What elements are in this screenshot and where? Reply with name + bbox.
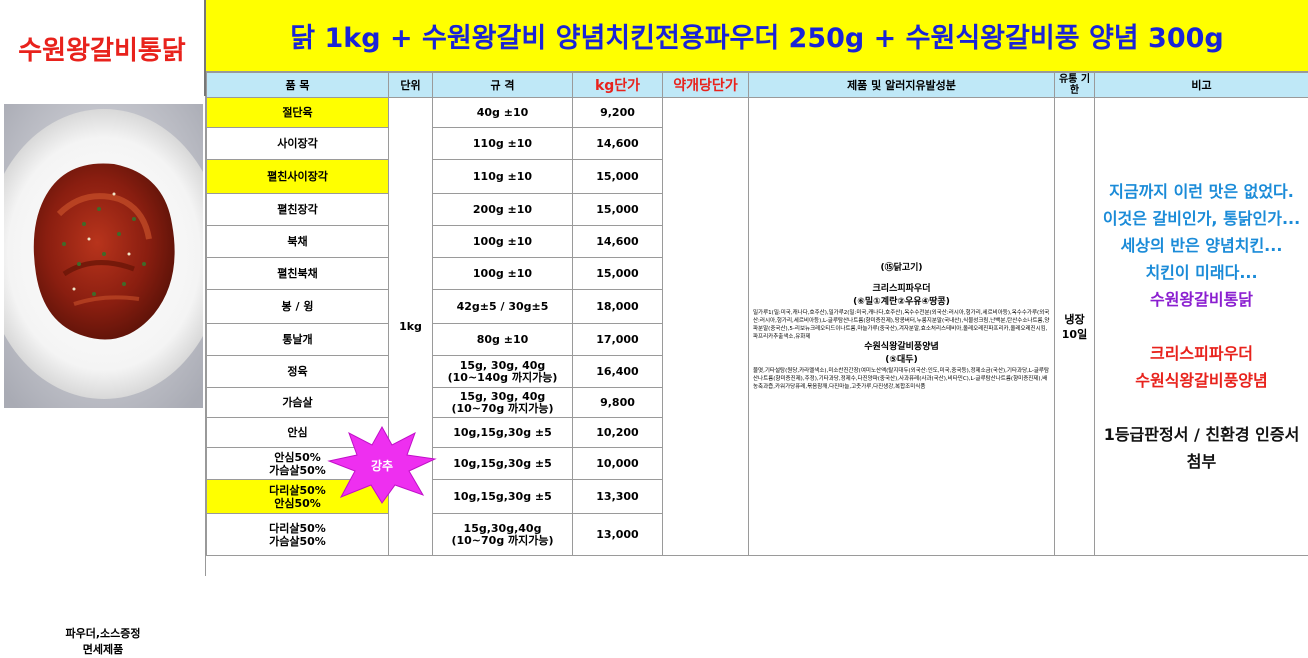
header-item: 품 목 <box>207 73 389 98</box>
kg-price-cell: 14,600 <box>573 128 663 160</box>
item-name-cell: 봉 / 윙 <box>207 290 389 324</box>
item-name-cell: 펼친사이장각 <box>207 160 389 194</box>
powder-name: 크리스피파우더 <box>753 283 1050 296</box>
spec-cell: 110g ±10 <box>433 160 573 194</box>
chicken-photo <box>4 104 203 408</box>
kg-price-cell: 15,000 <box>573 258 663 290</box>
kg-price-cell: 9,200 <box>573 98 663 128</box>
kg-price-cell: 15,000 <box>573 194 663 226</box>
header-unit: 단위 <box>389 73 433 98</box>
contract-price-cell <box>663 98 749 556</box>
photo-panel: 파우더,소스증정 면세제품 <box>0 96 206 576</box>
header-spec: 규 격 <box>433 73 573 98</box>
item-name-cell: 사이장각 <box>207 128 389 160</box>
spec-cell: 15g,30g,40g(10~70g 까지가능) <box>433 514 573 556</box>
header-kg-price: kg단가 <box>573 73 663 98</box>
remarks-cell: 지금까지 이런 맛은 없었다.이것은 갈비인가, 통닭인가...세상의 반은 양… <box>1095 98 1308 556</box>
spec-cell: 15g, 30g, 40g(10~70g 까지가능) <box>433 388 573 418</box>
tax-note: 파우더,소스증정 면세제품 <box>0 626 206 658</box>
remark-line4: 치킨이 미래다... <box>1099 259 1304 286</box>
remark-line1: 지금까지 이런 맛은 없었다. <box>1099 178 1304 205</box>
sauce-allergens: (⑤대두) <box>753 354 1050 367</box>
spec-cell: 110g ±10 <box>433 128 573 160</box>
kg-price-cell: 16,400 <box>573 356 663 388</box>
item-name-cell: 펼친장각 <box>207 194 389 226</box>
spec-cell: 10g,15g,30g ±5 <box>433 480 573 514</box>
header-remarks: 비고 <box>1095 73 1308 98</box>
remark-line8: 1등급판정서 / 친환경 인증서 첨부 <box>1099 421 1304 475</box>
product-banner: 닭 1kg + 수원왕갈비 양념치킨전용파우더 250g + 수원식왕갈비풍 양… <box>206 0 1308 72</box>
item-name-cell: 정육 <box>207 356 389 388</box>
kg-price-cell: 10,000 <box>573 448 663 480</box>
spec-cell: 100g ±10 <box>433 226 573 258</box>
kg-price-cell: 18,000 <box>573 290 663 324</box>
item-name-cell: 절단육 <box>207 98 389 128</box>
kg-price-cell: 13,300 <box>573 480 663 514</box>
spec-cell: 100g ±10 <box>433 258 573 290</box>
spec-cell: 15g, 30g, 40g(10~140g 까지가능) <box>433 356 573 388</box>
remark-line3: 세상의 반은 양념치킨... <box>1099 232 1304 259</box>
sauce-detail: 물엿,기타설탕(원당,카라멜색소),미소찬진간장(여미노산액(탈지대두(외국산:… <box>753 367 1050 391</box>
header-shelf-life: 유통 기한 <box>1055 73 1095 98</box>
item-name-cell: 펼친북채 <box>207 258 389 290</box>
kg-price-cell: 14,600 <box>573 226 663 258</box>
powder-detail: 밀가루1(밀:미국,캐나다,호주산),밀가루2(밀:미국,캐나다,호주산),옥수… <box>753 309 1050 341</box>
ingredients-cell: (⑮닭고기) 크리스피파우더(⑥밀①계란②우유④땅콩)밀가루1(밀:미국,캐나다,… <box>749 98 1055 556</box>
shelf-life-cell: 냉장 10일 <box>1055 98 1095 556</box>
kg-price-cell: 17,000 <box>573 324 663 356</box>
remark-line7: 수원식왕갈비풍양념 <box>1099 367 1304 394</box>
kg-price-cell: 15,000 <box>573 160 663 194</box>
spec-cell: 10g,15g,30g ±5 <box>433 418 573 448</box>
tax-note-line1: 파우더,소스증정 <box>65 627 140 640</box>
item-name-cell: 북채 <box>207 226 389 258</box>
kg-price-cell: 10,200 <box>573 418 663 448</box>
spec-cell: 40g ±10 <box>433 98 573 128</box>
spec-cell: 10g,15g,30g ±5 <box>433 448 573 480</box>
kg-price-cell: 13,000 <box>573 514 663 556</box>
spec-cell: 200g ±10 <box>433 194 573 226</box>
item-name-cell: 가슴살 <box>207 388 389 418</box>
store-title: 수원왕갈비통닭 <box>0 0 206 96</box>
recommend-badge-label: 강추 <box>327 425 437 505</box>
remark-line6: 크리스피파우더 <box>1099 340 1304 367</box>
remark-line5: 수원왕갈비통닭 <box>1099 286 1304 313</box>
spec-cell: 80g ±10 <box>433 324 573 356</box>
spec-cell: 42g±5 / 30g±5 <box>433 290 573 324</box>
remark-line2: 이것은 갈비인가, 통닭인가... <box>1099 205 1304 232</box>
header-contract-price: 약개당단가 <box>663 73 749 98</box>
item-name-cell: 다리살50%가슴살50% <box>207 514 389 556</box>
item-name-cell: 통날개 <box>207 324 389 356</box>
ingredients-chicken: (⑮닭고기) <box>753 262 1050 275</box>
kg-price-cell: 9,800 <box>573 388 663 418</box>
powder-allergens: (⑥밀①계란②우유④땅콩) <box>753 296 1050 309</box>
header-ingredients: 제품 및 알러지유발성분 <box>749 73 1055 98</box>
tax-note-line2: 면세제품 <box>83 643 123 656</box>
sauce-name: 수원식왕갈비풍양념 <box>753 341 1050 354</box>
